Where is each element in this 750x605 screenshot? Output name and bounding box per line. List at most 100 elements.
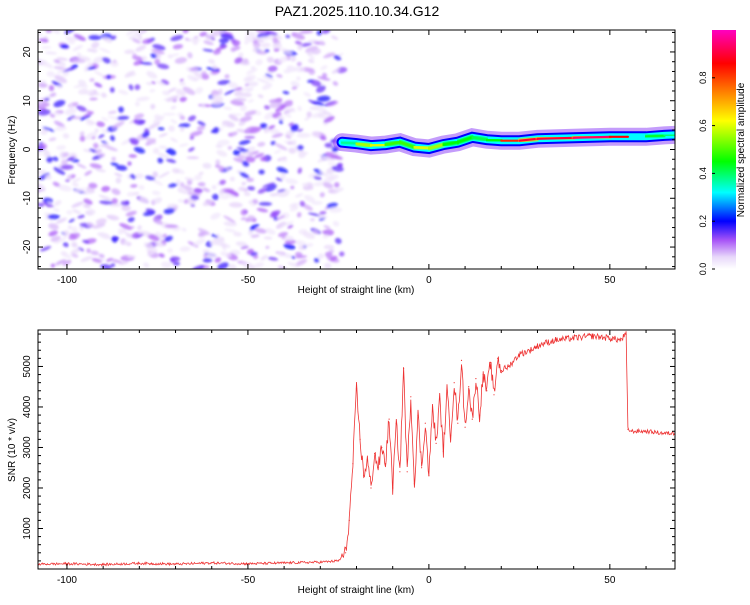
snr-point [406,471,408,473]
noise-blob [118,89,129,95]
noise-blob [91,41,100,49]
snr-point [410,396,412,398]
snr-x-tick-label: 50 [604,575,616,586]
snr-point [493,394,495,396]
snr-point [359,438,361,440]
noise-blob [239,116,252,122]
noise-blob [217,139,230,146]
noise-blob [158,253,165,258]
noise-blob [48,137,57,142]
noise-blob [275,177,283,182]
colorbar-tick-label: 0.6 [698,119,708,132]
noise-blob [258,36,270,41]
noise-blob [311,100,325,107]
snr-point [174,563,177,565]
noise-blob [158,145,168,149]
snr-point [489,361,491,363]
signal-segment [662,132,675,138]
noise-blob [101,117,109,122]
noise-blob [321,30,331,34]
noise-blob [263,236,273,240]
snr-point [319,561,321,563]
noise-blob [133,119,139,124]
noise-blob [329,255,338,262]
noise-blob [109,258,123,264]
noise-blob [110,135,115,142]
snr-point [627,428,629,430]
noise-blob [322,182,334,189]
snr-point [479,414,481,416]
noise-blob [151,49,165,55]
noise-blob [165,158,177,163]
noise-blob [117,228,127,233]
noise-blob [254,152,265,159]
noise-blob [177,186,185,193]
noise-blob [218,165,225,172]
noise-blob [77,247,85,252]
noise-blob [262,182,275,188]
noise-blob [93,70,105,78]
signal-peak [518,137,539,142]
signal-segment [441,140,460,147]
noise-blob [56,57,69,61]
snr-point [381,446,383,449]
noise-blob [319,211,327,215]
noise-blob [158,171,170,179]
noise-blob [72,44,83,52]
noise-blob [62,133,70,139]
noise-blob [146,71,158,79]
noise-blob [96,121,105,127]
noise-blob [309,106,319,111]
noise-blob [187,52,193,59]
noise-blob [48,230,58,237]
noise-blob [233,231,242,237]
noise-blob [304,117,310,121]
noise-blob [53,200,62,207]
noise-blob [287,224,294,229]
noise-blob [115,165,128,171]
signal-peak [572,135,612,139]
snr-point [497,357,499,359]
noise-blob [290,55,297,62]
noise-blob [71,242,78,248]
noise-blob [152,147,160,154]
noise-blob [276,166,289,174]
spectrogram-y-label: Frequency (Hz) [7,116,18,185]
noise-blob [133,60,144,66]
noise-blob [196,125,206,131]
noise-blob [56,85,63,89]
noise-blob [302,203,313,211]
noise-blob [92,223,106,229]
noise-blob [220,242,228,248]
noise-blob [274,143,288,151]
noise-blob [179,78,184,82]
noise-blob [155,241,165,247]
noise-blob [94,128,99,133]
noise-blob [172,44,184,50]
noise-blob [237,186,245,192]
spectrogram-y-tick-label: 10 [22,95,33,107]
noise-blob [145,137,157,145]
signal-segment [397,140,417,150]
noise-blob [179,127,185,132]
noise-blob [295,259,308,266]
noise-blob [219,179,226,185]
signal-segment [644,133,667,139]
noise-blob [205,33,212,41]
noise-blob [95,218,107,225]
noise-blob [218,38,229,44]
noise-blob [95,92,100,96]
noise-blob [187,199,197,205]
noise-blob [60,252,72,259]
noise-blob [38,152,43,157]
noise-blob [194,188,203,194]
noise-blob [239,149,249,153]
noise-blob [295,40,302,45]
noise-blob [228,263,237,269]
noise-blob [102,36,113,43]
noise-blob [321,230,331,235]
noise-blob [157,126,165,131]
noise-blob [299,30,314,34]
snr-y-tick-label: 4000 [22,395,33,418]
noise-blob [87,48,97,53]
